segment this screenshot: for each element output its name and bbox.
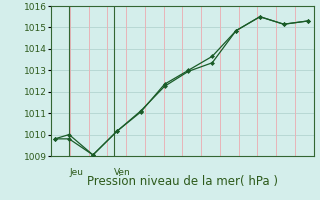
Text: Ven: Ven [115,168,131,177]
X-axis label: Pression niveau de la mer( hPa ): Pression niveau de la mer( hPa ) [87,175,278,188]
Text: Jeu: Jeu [69,168,83,177]
